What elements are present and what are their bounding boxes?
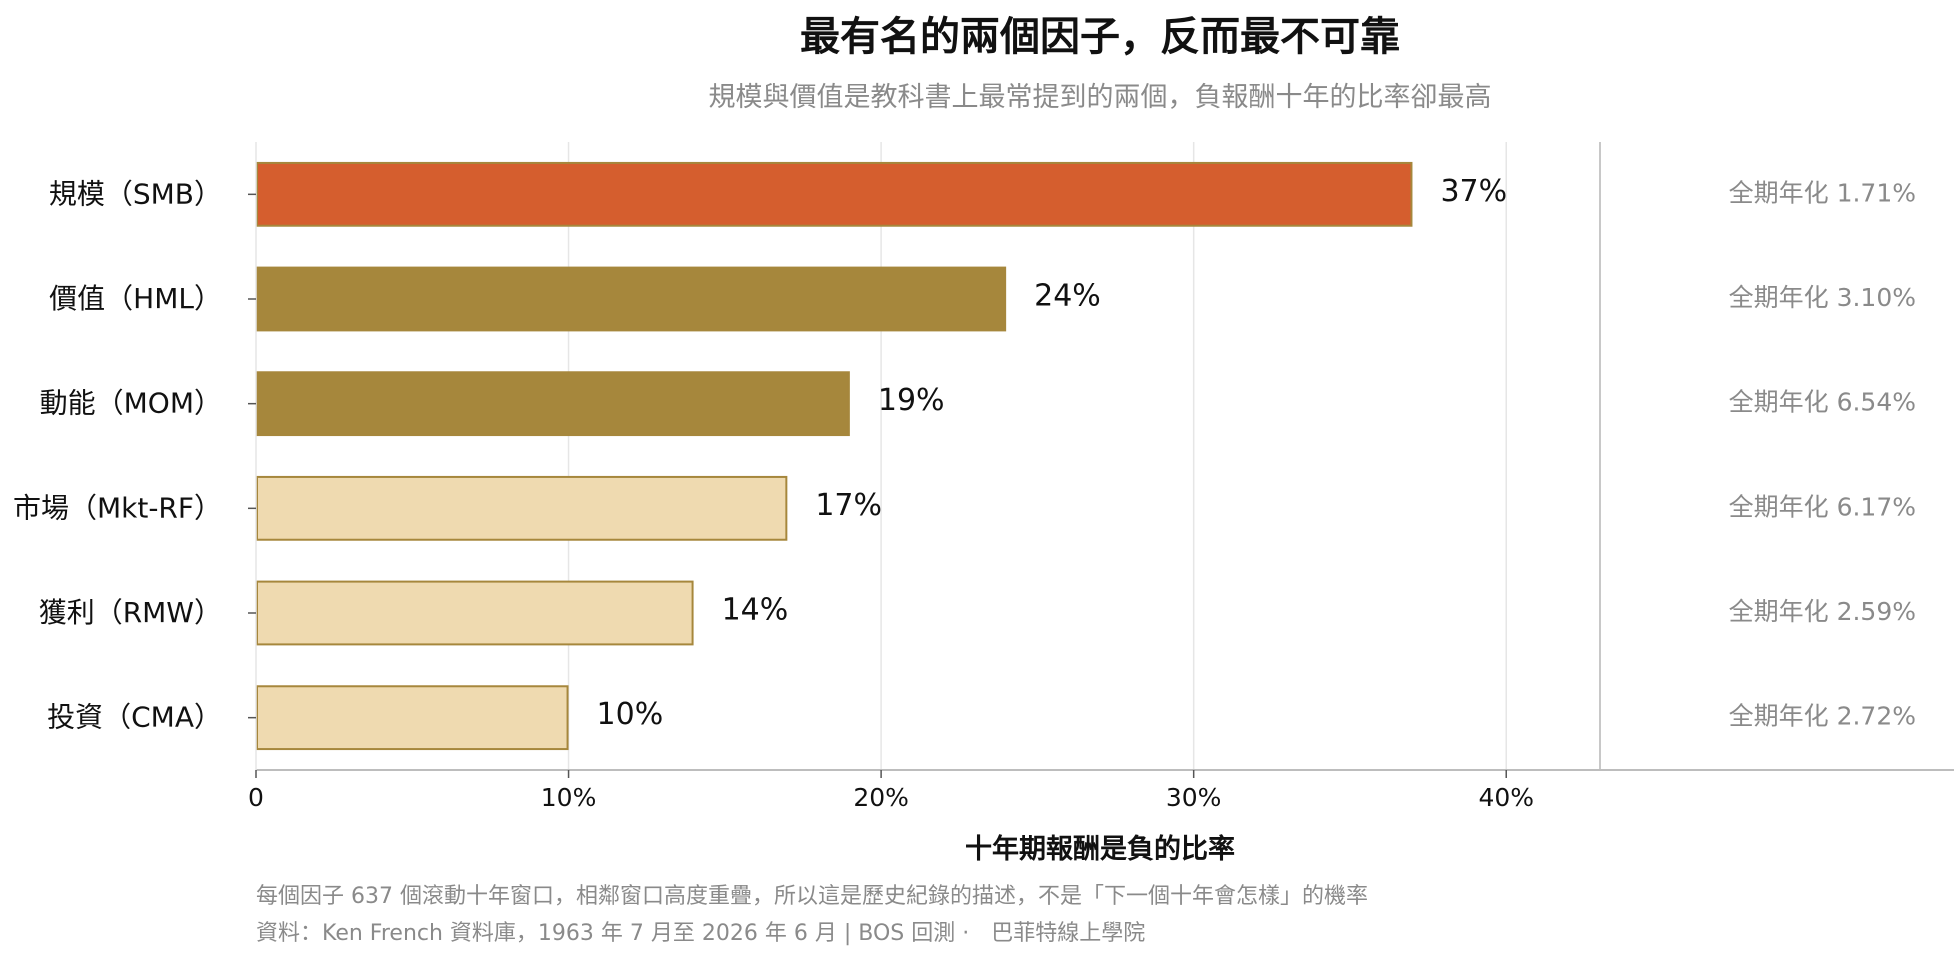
side-annotation: 全期年化 3.10% xyxy=(1729,283,1916,312)
value-label: 19% xyxy=(878,383,945,418)
x-tick-label: 10% xyxy=(541,783,597,812)
x-tick-label: 20% xyxy=(853,783,909,812)
footnote-method: 每個因子 637 個滾動十年窗口，相鄰窗口高度重疊，所以這是歷史紀錄的描述，不是… xyxy=(256,884,1368,909)
bar xyxy=(256,580,694,646)
category-label: 市場（Mkt-RF） xyxy=(13,491,222,524)
x-axis: 0 10% 20% 30% 40% xyxy=(248,142,1954,812)
bar xyxy=(256,161,1413,227)
x-tick-label: 0 xyxy=(248,783,264,812)
bar xyxy=(256,371,850,437)
bar xyxy=(256,475,788,541)
value-label: 17% xyxy=(815,488,882,523)
side-annotations: 全期年化 1.71% 全期年化 3.10% 全期年化 6.54% 全期年化 6.17%… xyxy=(1729,178,1916,730)
side-annotation: 全期年化 6.17% xyxy=(1729,492,1916,521)
x-axis-label: 十年期報酬是負的比率 xyxy=(965,833,1235,865)
bars: 37% 24% 19% 17% 14% 10% xyxy=(256,161,1507,751)
value-label: 37% xyxy=(1440,174,1507,209)
bar xyxy=(256,685,569,751)
side-annotation: 全期年化 2.72% xyxy=(1729,702,1916,731)
side-annotation: 全期年化 2.59% xyxy=(1729,597,1916,626)
category-label: 規模（SMB） xyxy=(49,177,222,210)
category-labels: 規模（SMB） 價值（HML） 動能（MOM） 市場（Mkt-RF） 獲利（RMW） 投資… xyxy=(13,177,256,734)
bar xyxy=(256,266,1007,332)
category-label: 投資（CMA） xyxy=(47,701,222,734)
value-label: 10% xyxy=(597,697,664,732)
side-annotation: 全期年化 1.71% xyxy=(1729,178,1916,207)
footnote-source: 資料：Ken French 資料庫，1963 年 7 月至 2026 年 6 月… xyxy=(256,921,1145,946)
value-label: 24% xyxy=(1034,279,1101,314)
side-annotation: 全期年化 6.54% xyxy=(1729,388,1916,417)
x-tick-label: 30% xyxy=(1166,783,1222,812)
chart-title: 最有名的兩個因子，反而最不可靠 xyxy=(800,14,1400,60)
chart-subtitle: 規模與價值是教科書上最常提到的兩個，負報酬十年的比率卻最高 xyxy=(709,82,1492,113)
category-label: 動能（MOM） xyxy=(40,387,222,420)
category-label: 價值（HML） xyxy=(49,282,222,315)
category-label: 獲利（RMW） xyxy=(39,596,222,629)
value-label: 14% xyxy=(722,593,789,628)
gridlines xyxy=(567,142,1601,770)
x-tick-label: 40% xyxy=(1478,783,1534,812)
